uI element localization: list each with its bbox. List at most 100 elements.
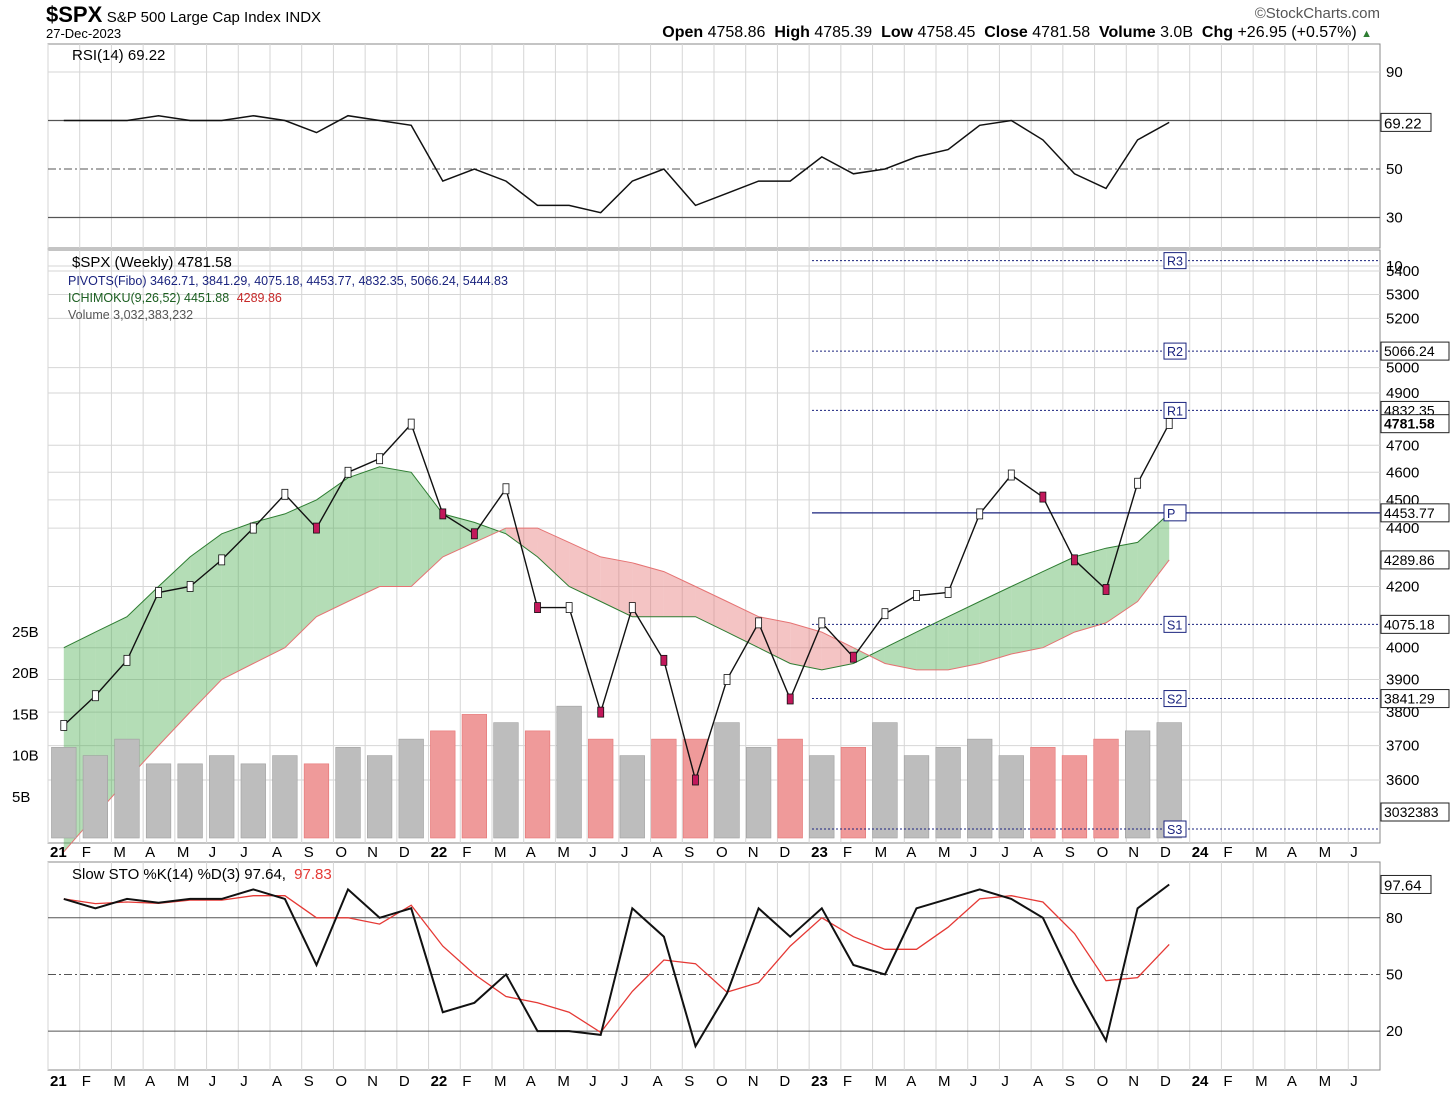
chart-date: 27-Dec-2023 — [46, 26, 122, 41]
rsi-legend: RSI(14) 69.22 — [72, 47, 165, 64]
volume-bar — [398, 738, 424, 839]
x-tick-label: J — [970, 844, 978, 861]
price-candle — [660, 654, 668, 666]
volume-bar — [1061, 755, 1088, 839]
pivot-tag-label: R3 — [1167, 255, 1183, 269]
exchange: INDX — [285, 9, 322, 26]
x-tick-label: N — [367, 844, 378, 861]
pivot-tag-box — [1163, 615, 1187, 633]
x-tick-label: O — [335, 1073, 347, 1090]
chart-header: $SPX S&P 500 Large Cap Index INDX — [46, 2, 321, 28]
pivot-tag-box — [1163, 690, 1187, 708]
price-candle — [1007, 469, 1015, 481]
ichimoku-cloud-segment — [632, 562, 664, 617]
rsi-tick-label: 90 — [1386, 64, 1403, 81]
price-tick-label: 4200 — [1386, 578, 1419, 595]
x-tick-label: O — [716, 844, 728, 861]
x-tick-label: A — [272, 844, 282, 861]
x-tick-label: D — [399, 844, 410, 861]
x-tick-label: M — [1255, 1073, 1268, 1090]
price-candle — [249, 522, 257, 534]
price-line — [63, 422, 1170, 783]
volume-bar — [1093, 738, 1119, 839]
x-tick-label: A — [272, 1073, 282, 1090]
price-series-legend: $SPX (Weekly) 4781.58 — [72, 254, 232, 271]
price-tick-label: 3600 — [1386, 772, 1419, 789]
x-tick-label: M — [875, 1073, 888, 1090]
x-tick-label: S — [684, 1073, 694, 1090]
volume-bar — [209, 755, 235, 839]
x-tick-label: 22 — [431, 1073, 448, 1090]
ichimoku-cloud-segment — [379, 466, 412, 587]
price-candle — [944, 587, 952, 598]
volume-bar — [335, 747, 361, 839]
price-candle — [1165, 418, 1173, 429]
ichimoku-cloud-segment — [884, 632, 917, 670]
price-value-label: 4453.77 — [1384, 505, 1435, 521]
x-tick-label: 24 — [1192, 1073, 1209, 1090]
x-tick-label: M — [557, 844, 570, 861]
volume-legend: Volume 3,032,383,232 — [68, 308, 193, 322]
high-value: 4785.39 — [814, 24, 873, 41]
ichimoku-cloud-segment — [758, 616, 791, 664]
sto-tick-label: 50 — [1386, 966, 1403, 983]
ichimoku-b-text: 4289.86 — [237, 291, 282, 305]
x-tick-label: J — [209, 1073, 217, 1090]
price-value-label: 3032383 — [1384, 804, 1439, 820]
ichimoku-cloud-segment — [221, 522, 254, 680]
x-tick-label: J — [240, 844, 248, 861]
volume-bar — [1125, 730, 1151, 839]
price-value-label: 3841.29 — [1384, 691, 1435, 707]
pivot-tag-label: S3 — [1167, 823, 1182, 837]
x-tick-label: F — [82, 1073, 91, 1090]
x-tick-label: M — [113, 844, 126, 861]
brand-watermark: ©StockCharts.com — [1254, 5, 1380, 22]
x-tick-label: O — [716, 1073, 728, 1090]
price-tick-label: 5400 — [1386, 263, 1419, 280]
price-candle — [470, 528, 478, 540]
price-candle — [155, 587, 162, 598]
price-tick-label: 4000 — [1386, 640, 1419, 657]
price-tick-label: 3800 — [1386, 704, 1419, 721]
volume-bar — [82, 755, 108, 839]
x-tick-label: A — [145, 1073, 155, 1090]
x-tick-label: S — [684, 844, 694, 861]
price-value-label: 4289.86 — [1384, 552, 1435, 568]
volume-bar — [714, 722, 740, 839]
ichimoku-cloud-segment — [284, 499, 317, 648]
x-tick-label: 21 — [50, 1073, 67, 1090]
volume-tick-label: 20B — [12, 665, 39, 682]
ichimoku-cloud-segment — [253, 513, 285, 664]
ichimoku-cloud-segment — [821, 632, 854, 670]
x-tick-label: M — [938, 844, 951, 861]
price-candle — [818, 617, 826, 629]
axes: 21 21 F F M M A A M M J J J J A A S S O O N N D D 22 22 F F M M A A M M J J… — [50, 844, 1358, 1090]
x-tick-label: A — [526, 844, 536, 861]
price-candle — [313, 522, 320, 534]
price-candle — [786, 693, 794, 705]
x-tick-label: J — [621, 844, 629, 861]
x-tick-label: M — [1255, 844, 1268, 861]
sto-value-box — [1380, 874, 1432, 894]
x-tick-label: 22 — [431, 844, 448, 861]
x-tick-label: N — [748, 1073, 759, 1090]
x-tick-label: A — [1287, 1073, 1297, 1090]
x-tick-label: D — [399, 1073, 410, 1090]
x-tick-label: A — [526, 1073, 536, 1090]
price-tick-label: 4900 — [1386, 385, 1419, 402]
volume-bar — [524, 730, 551, 839]
volume-bar — [809, 755, 835, 839]
price-candle — [849, 651, 857, 663]
volume-bar — [556, 705, 582, 839]
x-tick-label: S — [304, 844, 314, 861]
price-candle — [91, 690, 99, 702]
price-candle — [344, 466, 352, 478]
pivot-tag-label: S2 — [1167, 693, 1182, 707]
x-tick-label: A — [1287, 844, 1297, 861]
x-tick-label: F — [462, 844, 471, 861]
price-candle — [218, 554, 226, 566]
volume-bar — [872, 722, 898, 839]
volume-bar — [588, 738, 614, 839]
volume-bar — [240, 763, 266, 839]
volume-bar — [840, 747, 866, 839]
